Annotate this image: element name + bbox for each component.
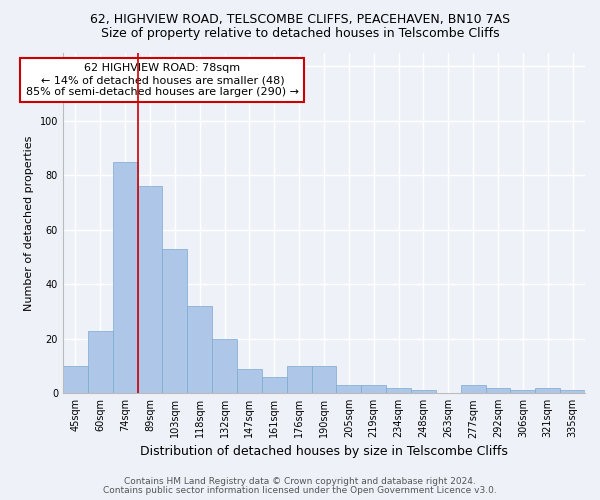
- Bar: [411, 390, 436, 393]
- Text: Size of property relative to detached houses in Telscombe Cliffs: Size of property relative to detached ho…: [101, 28, 499, 40]
- Bar: [237, 368, 262, 393]
- Bar: [88, 330, 113, 393]
- Bar: [63, 366, 88, 393]
- Text: Contains public sector information licensed under the Open Government Licence v3: Contains public sector information licen…: [103, 486, 497, 495]
- Bar: [337, 385, 361, 393]
- Bar: [386, 388, 411, 393]
- Bar: [287, 366, 311, 393]
- Bar: [560, 390, 585, 393]
- Text: 62 HIGHVIEW ROAD: 78sqm
← 14% of detached houses are smaller (48)
85% of semi-de: 62 HIGHVIEW ROAD: 78sqm ← 14% of detache…: [26, 64, 299, 96]
- Text: Contains HM Land Registry data © Crown copyright and database right 2024.: Contains HM Land Registry data © Crown c…: [124, 477, 476, 486]
- Bar: [535, 388, 560, 393]
- Bar: [485, 388, 511, 393]
- Bar: [361, 385, 386, 393]
- Bar: [461, 385, 485, 393]
- Bar: [511, 390, 535, 393]
- Bar: [137, 186, 163, 393]
- Text: 62, HIGHVIEW ROAD, TELSCOMBE CLIFFS, PEACEHAVEN, BN10 7AS: 62, HIGHVIEW ROAD, TELSCOMBE CLIFFS, PEA…: [90, 12, 510, 26]
- X-axis label: Distribution of detached houses by size in Telscombe Cliffs: Distribution of detached houses by size …: [140, 444, 508, 458]
- Bar: [187, 306, 212, 393]
- Bar: [163, 248, 187, 393]
- Bar: [212, 338, 237, 393]
- Bar: [113, 162, 137, 393]
- Bar: [262, 377, 287, 393]
- Bar: [311, 366, 337, 393]
- Y-axis label: Number of detached properties: Number of detached properties: [24, 135, 34, 310]
